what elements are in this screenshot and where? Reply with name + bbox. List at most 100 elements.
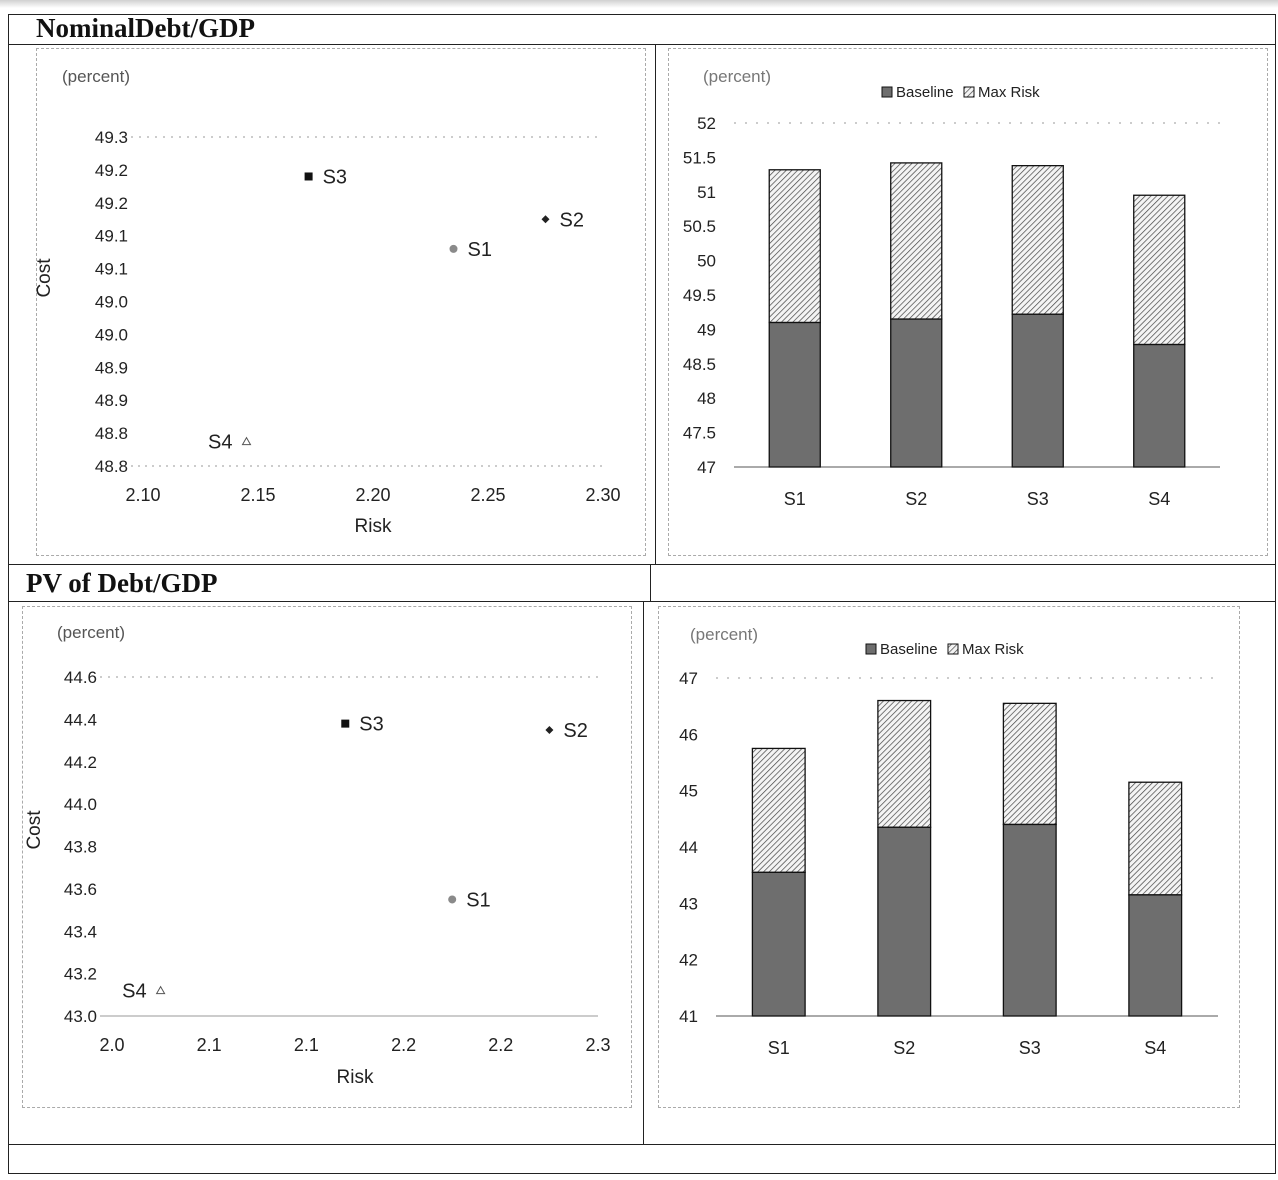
- point-label-s1: S1: [466, 889, 490, 911]
- bar-baseline-s3: [1002, 823, 1057, 1017]
- y-tick-label: 44.0: [64, 795, 97, 814]
- y-tick-label: 48.9: [95, 358, 128, 377]
- column-divider-top: [655, 44, 656, 564]
- x-tick-label: S4: [1148, 489, 1170, 509]
- y-tick-label: 49.2: [95, 161, 128, 180]
- y-tick-label: 48.9: [95, 391, 128, 410]
- bar-maxrisk-s1: [768, 169, 821, 324]
- x-tick-label: 2.2: [488, 1035, 513, 1055]
- legend-label-maxrisk: Max Risk: [962, 641, 1024, 658]
- y-tick-label: 44: [679, 838, 698, 857]
- y-tick-label: 47: [697, 458, 716, 477]
- y-tick-label: 43: [679, 894, 698, 913]
- unit-label: (percent): [62, 67, 130, 86]
- point-label-s2: S2: [560, 209, 584, 231]
- point-label-s1: S1: [468, 239, 492, 261]
- bar-baseline-s2: [890, 318, 943, 468]
- y-tick-label: 44.4: [64, 710, 97, 729]
- y-tick-label: 49.0: [95, 325, 128, 344]
- section-title-pv: PV of Debt/GDP: [26, 568, 218, 598]
- x-tick-label: S1: [784, 489, 806, 509]
- bar-maxrisk-s4: [1128, 781, 1183, 896]
- section-title-nominal: NominalDebt/GDP: [36, 13, 255, 43]
- y-tick-label: 48.5: [683, 355, 716, 374]
- y-tick-label: 43.2: [64, 965, 97, 984]
- y-tick-label: 43.4: [64, 922, 97, 941]
- y-tick-label: 42: [679, 951, 698, 970]
- unit-label: (percent): [703, 67, 771, 86]
- y-tick-label: 51: [697, 183, 716, 202]
- bar-baseline-s2: [877, 826, 932, 1017]
- y-tick-label: 46: [679, 725, 698, 744]
- y-tick-label: 47.5: [683, 424, 716, 443]
- bar-baseline-s1: [768, 321, 821, 468]
- bar-maxrisk-s2: [890, 162, 943, 320]
- section-divider: [8, 564, 1276, 565]
- x-axis-title: Risk: [337, 1067, 374, 1088]
- x-tick-label: S3: [1027, 489, 1049, 509]
- y-tick-label: 49.5: [683, 286, 716, 305]
- legend-label-baseline: Baseline: [896, 84, 954, 101]
- y-tick-label: 44.6: [64, 668, 97, 687]
- y-tick-label: 48: [697, 389, 716, 408]
- y-tick-label: 41: [679, 1007, 698, 1026]
- x-tick-label: 2.20: [355, 485, 390, 505]
- title-divider-2: [8, 601, 1276, 602]
- y-tick-label: 52: [697, 114, 716, 133]
- y-axis-title: Cost: [24, 810, 45, 850]
- y-tick-label: 47: [679, 669, 698, 688]
- point-s1: [449, 244, 458, 253]
- bar-baseline-s1: [751, 871, 806, 1017]
- y-tick-label: 48.8: [95, 424, 128, 443]
- chart-panel-2: [668, 48, 1268, 556]
- y-tick-label: 49.0: [95, 293, 128, 312]
- point-s3: [341, 719, 350, 728]
- x-tick-label: 2.0: [99, 1035, 124, 1055]
- y-tick-label: 49.1: [95, 227, 128, 246]
- point-label-s4: S4: [122, 981, 146, 1003]
- point-s2: [541, 215, 550, 224]
- point-label-s3: S3: [359, 714, 383, 736]
- chart-panel-4: [658, 606, 1240, 1108]
- x-tick-label: S2: [893, 1038, 915, 1058]
- legend-swatch-maxrisk: [963, 86, 975, 98]
- legend-label-baseline: Baseline: [880, 641, 938, 658]
- bar-maxrisk-s1: [751, 747, 806, 874]
- figure-frame: [8, 14, 1276, 1174]
- x-tick-label: 2.1: [294, 1035, 319, 1055]
- title-divider-1: [8, 44, 1276, 45]
- y-tick-label: 50: [697, 252, 716, 271]
- bar-baseline-s3: [1011, 313, 1064, 468]
- bar-maxrisk-s3: [1002, 702, 1057, 826]
- y-tick-label: 43.8: [64, 838, 97, 857]
- unit-label: (percent): [690, 625, 758, 644]
- x-tick-label: 2.30: [585, 485, 620, 505]
- chart-panel-3: [22, 606, 632, 1108]
- y-tick-label: 43.6: [64, 880, 97, 899]
- column-divider-title: [650, 564, 651, 601]
- x-tick-label: 2.3: [585, 1035, 610, 1055]
- y-tick-label: 51.5: [683, 148, 716, 167]
- page-top-edge: [0, 0, 1278, 8]
- point-s3: [304, 172, 313, 181]
- bottom-divider: [8, 1144, 1276, 1145]
- y-tick-label: 44.2: [64, 753, 97, 772]
- y-tick-label: 48.8: [95, 457, 128, 476]
- legend-swatch-baseline: [865, 643, 877, 655]
- y-axis-title: Cost: [34, 258, 55, 298]
- x-tick-label: S2: [905, 489, 927, 509]
- x-tick-label: 2.15: [240, 485, 275, 505]
- chart-panel-1: [36, 48, 646, 556]
- x-tick-label: S4: [1144, 1038, 1166, 1058]
- legend-swatch-baseline: [881, 86, 893, 98]
- unit-label: (percent): [57, 623, 125, 642]
- bar-maxrisk-s3: [1011, 165, 1064, 315]
- x-axis-title: Risk: [355, 516, 392, 537]
- x-tick-label: 2.2: [391, 1035, 416, 1055]
- y-tick-label: 43.0: [64, 1007, 97, 1026]
- y-tick-label: 49.3: [95, 128, 128, 147]
- point-label-s4: S4: [208, 432, 232, 454]
